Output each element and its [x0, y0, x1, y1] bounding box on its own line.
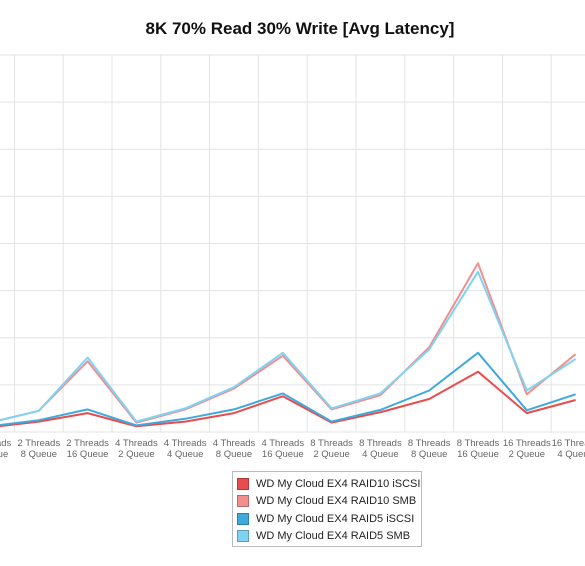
x-tick-label: 8 Threads 8 Queue	[408, 438, 451, 460]
legend-swatch	[237, 512, 249, 525]
legend: WD My Cloud EX4 RAID10 iSCSI WD My Cloud …	[232, 471, 422, 547]
series-line-2	[0, 262, 577, 424]
legend-item-4[interactable]: WD My Cloud EX4 RAID5 SMB	[237, 528, 421, 546]
legend-item-1[interactable]: WD My Cloud EX4 RAID10 iSCSI	[237, 475, 421, 493]
legend-label: WD My Cloud EX4 RAID10 iSCSI	[256, 477, 421, 490]
series-line-3	[0, 351, 576, 427]
x-tick-label: 8 Threads 4 Queue	[359, 438, 402, 460]
x-tick-label: 4 Threads 4 Queue	[164, 438, 207, 460]
x-tick-label: 2 Threads 8 Queue	[17, 438, 60, 460]
legend-label: WD My Cloud EX4 RAID10 SMB	[256, 495, 417, 508]
x-tick-label: 16 Threads 2 Queue	[503, 438, 551, 460]
series-line-4	[0, 270, 577, 423]
series-lines	[0, 262, 577, 428]
x-tick-label: 4 Threads 2 Queue	[115, 438, 158, 460]
x-tick-label: 8 Threads 2 Queue	[310, 438, 353, 460]
legend-swatch	[237, 530, 249, 543]
legend-item-2[interactable]: WD My Cloud EX4 RAID10 SMB	[237, 493, 421, 511]
legend-label: WD My Cloud EX4 RAID5 SMB	[256, 530, 411, 543]
series-line-1	[0, 370, 576, 428]
x-tick-label: 8 Threads 16 Queue	[457, 438, 500, 460]
legend-swatch	[237, 477, 249, 490]
legend-label: WD My Cloud EX4 RAID5 iSCSI	[256, 512, 415, 525]
x-tick-label: 4 Threads 8 Queue	[213, 438, 256, 460]
x-tick-label: 2 Threads 16 Queue	[66, 438, 109, 460]
legend-item-3[interactable]: WD My Cloud EX4 RAID5 iSCSI	[237, 510, 421, 528]
x-tick-label: 4 Threads 16 Queue	[261, 438, 304, 460]
legend-swatch	[237, 495, 249, 508]
chart-title: 8K 70% Read 30% Write [Avg Latency]	[145, 19, 455, 38]
